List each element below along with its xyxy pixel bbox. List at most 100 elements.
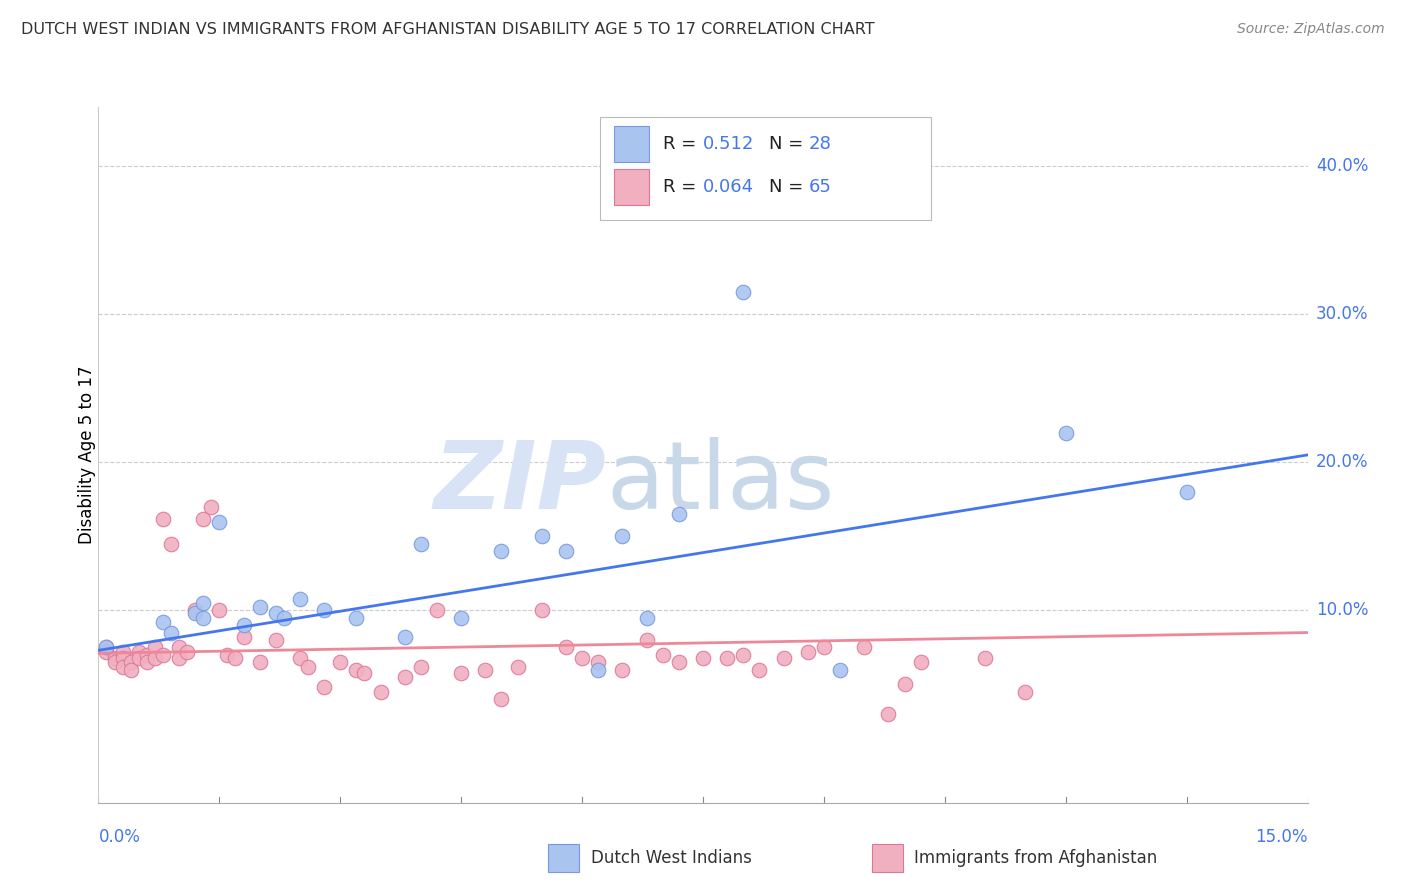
Text: 65: 65 (808, 178, 831, 196)
Point (111, 659, 134, 673)
Point (111, 650, 134, 665)
Point (668, 655, 690, 669)
Point (1014, 685, 1036, 699)
Text: 15.0%: 15.0% (1256, 828, 1308, 846)
Point (394, 630, 416, 644)
Point (273, 611, 295, 625)
Point (184, 603, 207, 617)
Point (344, 663, 367, 677)
Point (120, 663, 142, 677)
Text: 30.0%: 30.0% (1316, 305, 1368, 323)
Point (370, 685, 392, 699)
Point (612, 529, 634, 543)
Point (636, 611, 658, 625)
Text: R =: R = (664, 178, 703, 196)
Point (586, 655, 609, 669)
Point (409, 659, 432, 673)
Point (314, 681, 336, 695)
Point (636, 632, 658, 647)
Point (249, 655, 271, 669)
Point (426, 603, 449, 617)
Point (692, 650, 714, 665)
Point (828, 663, 851, 677)
Point (128, 650, 150, 665)
Point (193, 511, 215, 525)
Point (297, 659, 319, 673)
Point (208, 603, 231, 617)
Point (111, 645, 134, 659)
Point (184, 607, 207, 621)
Point (232, 630, 254, 644)
Point (160, 537, 183, 551)
Point (974, 650, 997, 665)
Point (193, 611, 215, 625)
Text: N =: N = (769, 178, 808, 196)
Point (208, 515, 231, 529)
Point (224, 650, 246, 665)
Point (200, 500, 222, 514)
Point (1175, 484, 1198, 499)
Text: DUTCH WEST INDIAN VS IMMIGRANTS FROM AFGHANISTAN DISABILITY AGE 5 TO 17 CORRELAT: DUTCH WEST INDIAN VS IMMIGRANTS FROM AFG… (21, 22, 875, 37)
Point (586, 663, 609, 677)
Point (651, 648, 673, 662)
Text: 20.0%: 20.0% (1316, 453, 1368, 471)
Point (353, 665, 375, 680)
Point (530, 529, 553, 543)
Point (474, 663, 496, 677)
Point (167, 650, 190, 665)
Text: 40.0%: 40.0% (1316, 157, 1368, 175)
Point (797, 645, 820, 659)
Point (288, 591, 311, 606)
Point (612, 663, 634, 677)
Point (143, 650, 166, 665)
Text: N =: N = (769, 136, 808, 153)
Point (450, 665, 472, 680)
Point (733, 648, 755, 662)
Point (249, 600, 271, 615)
Point (893, 677, 915, 691)
Point (329, 655, 352, 669)
Point (394, 670, 416, 684)
Point (152, 511, 174, 525)
Point (217, 648, 239, 662)
Point (668, 507, 690, 521)
Point (176, 645, 198, 659)
Point (877, 706, 900, 721)
Y-axis label: Disability Age 5 to 17: Disability Age 5 to 17 (79, 366, 96, 544)
Text: 0.512: 0.512 (703, 136, 754, 153)
Text: Immigrants from Afghanistan: Immigrants from Afghanistan (914, 849, 1157, 867)
Point (409, 537, 432, 551)
Point (96, 640, 118, 655)
Text: Source: ZipAtlas.com: Source: ZipAtlas.com (1237, 22, 1385, 37)
Point (96, 645, 118, 659)
Text: ZIP: ZIP (433, 437, 606, 529)
Point (555, 544, 578, 558)
Point (288, 650, 311, 665)
Point (491, 544, 513, 558)
Point (120, 655, 142, 669)
Point (450, 611, 472, 625)
Point (143, 640, 166, 655)
Point (232, 618, 254, 632)
Point (193, 596, 215, 610)
Text: Dutch West Indians: Dutch West Indians (591, 849, 751, 867)
Point (506, 659, 529, 673)
Point (772, 650, 794, 665)
Point (813, 640, 835, 655)
Point (530, 603, 553, 617)
Point (152, 615, 174, 630)
Text: 0.0%: 0.0% (98, 828, 141, 846)
Point (748, 663, 770, 677)
Text: R =: R = (664, 136, 703, 153)
Point (314, 603, 336, 617)
Point (344, 611, 367, 625)
Point (160, 625, 183, 640)
Point (264, 632, 287, 647)
Point (264, 607, 287, 621)
Point (96, 640, 118, 655)
Point (491, 692, 513, 706)
Point (555, 640, 578, 655)
Text: 28: 28 (808, 136, 831, 153)
Point (571, 650, 593, 665)
Text: atlas: atlas (606, 437, 835, 529)
